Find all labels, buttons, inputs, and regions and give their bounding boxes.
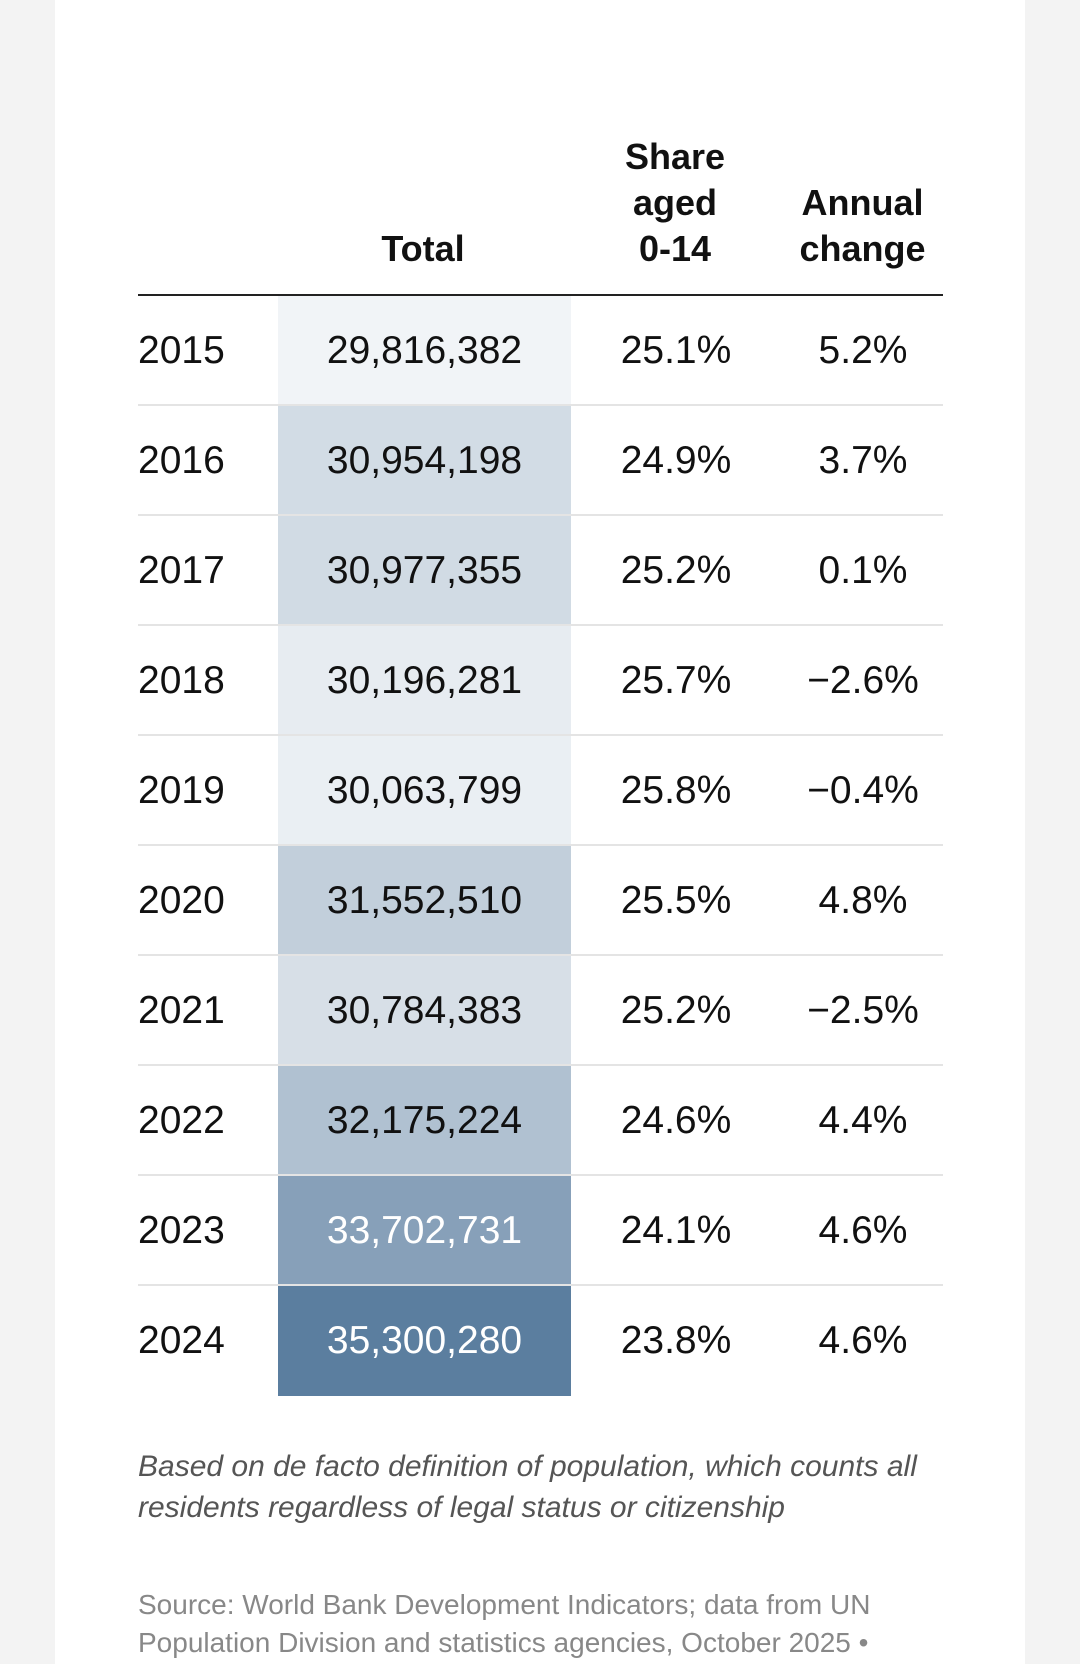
table-row: 2015 29,816,382 25.1% 5.2%: [138, 296, 943, 406]
table-row: 2018 30,196,281 25.7% −2.6%: [138, 626, 943, 736]
total-cell: 32,175,224: [278, 1066, 571, 1176]
share-cell: 24.9%: [620, 439, 732, 482]
year-cell: 2017: [138, 549, 225, 592]
table-row: 2020 31,552,510 25.5% 4.8%: [138, 846, 943, 956]
table-row: 2016 30,954,198 24.9% 3.7%: [138, 406, 943, 516]
year-cell: 2018: [138, 659, 225, 702]
header-share-line: 0-14: [638, 228, 712, 269]
share-cell: 25.1%: [620, 329, 732, 372]
table-row: 2021 30,784,383 25.2% −2.5%: [138, 956, 943, 1066]
table-row: 2024 35,300,280 23.8% 4.6%: [138, 1286, 943, 1396]
row-divider: [138, 404, 943, 406]
change-cell: −2.5%: [807, 989, 919, 1032]
table-body: 2015 29,816,382 25.1% 5.2% 2016 30,954,198 24.…: [138, 296, 943, 1396]
change-cell: 4.8%: [818, 879, 908, 922]
share-cell: 24.6%: [620, 1099, 732, 1142]
row-divider: [138, 1064, 943, 1066]
share-cell: 23.8%: [620, 1319, 732, 1362]
header-total-line: Total: [381, 228, 465, 269]
year-cell: 2015: [138, 329, 225, 372]
table-row: 2023 33,702,731 24.1% 4.6%: [138, 1176, 943, 1286]
year-cell: 2023: [138, 1209, 225, 1252]
year-cell: 2022: [138, 1099, 225, 1142]
total-cell: 29,816,382: [278, 296, 571, 406]
share-cell: 25.2%: [620, 549, 732, 592]
change-cell: 4.6%: [818, 1319, 908, 1362]
change-cell: 3.7%: [818, 439, 908, 482]
change-cell: 4.6%: [818, 1209, 908, 1252]
table-row: 2022 32,175,224 24.6% 4.4%: [138, 1066, 943, 1176]
row-divider: [138, 734, 943, 736]
footnote: Based on de facto definition of populati…: [138, 1450, 917, 1524]
change-cell: −0.4%: [807, 769, 919, 812]
header-change-line: change: [799, 228, 926, 269]
total-cell: 30,063,799: [278, 736, 571, 846]
year-cell: 2024: [138, 1319, 225, 1362]
row-divider: [138, 954, 943, 956]
row-divider: [138, 514, 943, 516]
source-note: Source: World Bank Development Indicator…: [138, 1589, 871, 1658]
change-cell: 5.2%: [818, 329, 908, 372]
table-header: Total Share aged 0-14 Annual change: [138, 120, 943, 296]
year-cell: 2016: [138, 439, 225, 482]
row-divider: [138, 1284, 943, 1286]
row-divider: [138, 624, 943, 626]
header-change-line: Annual: [801, 182, 924, 223]
population-table: Total Share aged 0-14 Annual change 2015…: [138, 120, 943, 1396]
share-cell: 25.5%: [620, 879, 732, 922]
total-cell: 30,196,281: [278, 626, 571, 736]
table-row: 2017 30,977,355 25.2% 0.1%: [138, 516, 943, 626]
header-total: Total: [278, 226, 568, 272]
total-cell: 31,552,510: [278, 846, 571, 956]
total-cell: 35,300,280: [278, 1286, 571, 1396]
row-divider: [138, 1174, 943, 1176]
share-cell: 25.2%: [620, 989, 732, 1032]
total-cell: 33,702,731: [278, 1176, 571, 1286]
share-cell: 24.1%: [620, 1209, 732, 1252]
total-cell: 30,977,355: [278, 516, 571, 626]
change-cell: 4.4%: [818, 1099, 908, 1142]
total-cell: 30,954,198: [278, 406, 571, 516]
share-cell: 25.8%: [620, 769, 732, 812]
year-cell: 2021: [138, 989, 225, 1032]
header-share: Share aged 0-14: [570, 134, 780, 272]
share-cell: 25.7%: [620, 659, 732, 702]
year-cell: 2020: [138, 879, 225, 922]
change-cell: 0.1%: [818, 549, 908, 592]
header-change: Annual change: [780, 180, 945, 272]
header-share-line: aged: [632, 182, 718, 223]
change-cell: −2.6%: [807, 659, 919, 702]
table-row: 2019 30,063,799 25.8% −0.4%: [138, 736, 943, 846]
row-divider: [138, 844, 943, 846]
header-share-line: Share: [624, 136, 726, 177]
total-cell: 30,784,383: [278, 956, 571, 1066]
year-cell: 2019: [138, 769, 225, 812]
